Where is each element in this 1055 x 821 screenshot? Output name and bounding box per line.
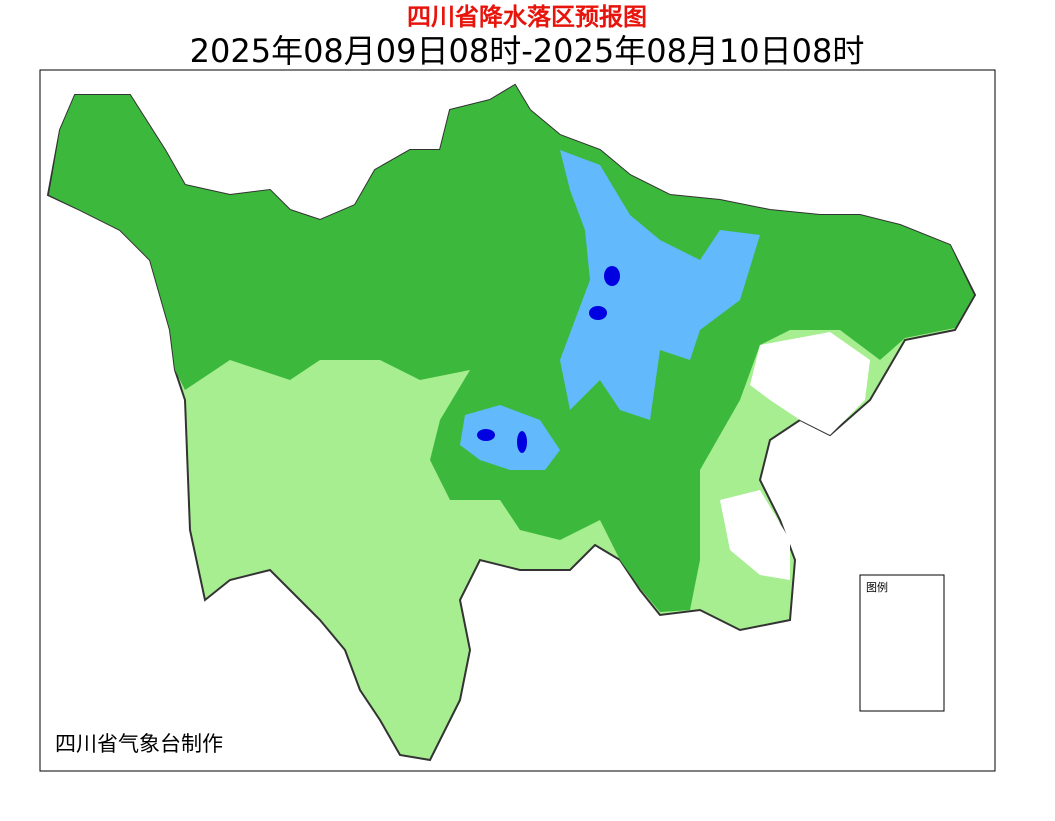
title: 四川省降水落区预报图 <box>407 3 647 31</box>
rainstorm-area <box>604 266 620 286</box>
heavy-rain-area <box>560 150 760 420</box>
legend-box <box>859 574 945 712</box>
legend: 图例 <box>859 574 945 712</box>
precip-areas <box>46 83 977 762</box>
rainstorm-area <box>477 429 495 441</box>
no-rain-area <box>720 490 790 580</box>
no-rain-area <box>750 332 870 435</box>
legend-title: 图例 <box>866 580 888 594</box>
rainstorm-area <box>517 431 527 453</box>
credit: 四川省气象台制作 <box>55 732 223 756</box>
moderate-rain-area <box>49 85 974 612</box>
rainstorm-area <box>589 306 607 320</box>
heavy-rain-area <box>460 405 560 470</box>
subtitle: 2025年08月09日08时-2025年08月10日08时 <box>190 32 865 70</box>
